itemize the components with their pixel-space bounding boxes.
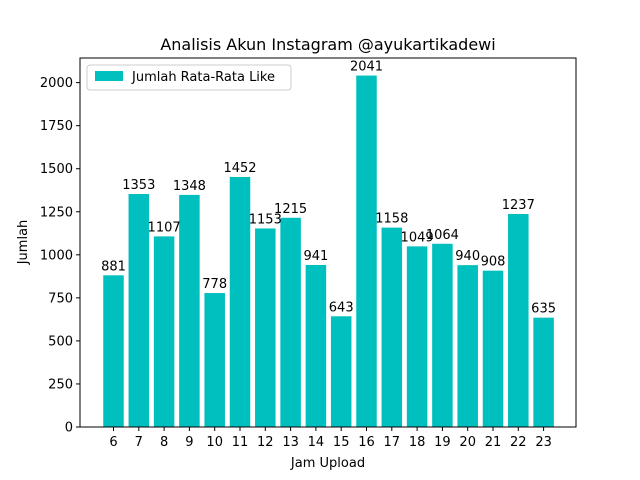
x-tick-label-6: 6 — [109, 435, 117, 450]
y-tick-label-1500: 1500 — [40, 162, 73, 177]
legend-frame — [86, 64, 292, 91]
chart-title: Analisis Akun Instagram @ayukartikadewi — [160, 35, 495, 54]
data-label-23: 635 — [531, 302, 556, 317]
bar-10 — [204, 293, 225, 427]
bar-13 — [280, 217, 301, 427]
data-label-6: 881 — [101, 259, 126, 274]
x-tick-label-7: 7 — [135, 435, 143, 450]
y-tick-label-750: 750 — [48, 291, 73, 306]
data-label-14: 941 — [303, 249, 328, 264]
y-axis-label: Jumlah — [16, 220, 31, 266]
data-label-13: 1215 — [274, 202, 307, 217]
data-label-12: 1153 — [249, 212, 282, 227]
bar-12 — [255, 228, 276, 427]
y-axis-ticks: 0 250 500 750 1000 1250 1500 1750 2000 — [40, 76, 80, 436]
y-tick-label-0: 0 — [65, 421, 73, 436]
x-tick-label-10: 10 — [206, 435, 223, 450]
x-tick-label-21: 21 — [485, 435, 502, 450]
data-label-17: 1158 — [375, 212, 408, 227]
bar-6 — [103, 275, 124, 427]
x-tick-label-11: 11 — [232, 435, 249, 450]
bar-16 — [356, 75, 377, 427]
x-tick-label-8: 8 — [160, 435, 168, 450]
bar-15 — [330, 316, 352, 427]
bar-20 — [457, 265, 478, 427]
data-label-7: 1353 — [122, 178, 155, 193]
y-tick-label-2000: 2000 — [40, 76, 73, 91]
legend-label: Jumlah Rata-Rata Like — [131, 70, 275, 85]
legend: Jumlah Rata-Rata Like — [86, 64, 292, 91]
data-label-22: 1237 — [502, 198, 535, 213]
bar-19 — [432, 243, 453, 427]
x-tick-label-12: 12 — [257, 435, 274, 450]
x-tick-label-9: 9 — [185, 435, 193, 450]
x-tick-label-13: 13 — [282, 435, 299, 450]
data-label-10: 778 — [202, 277, 227, 292]
x-axis-ticks: 6 7 8 9 10 11 12 13 14 15 16 17 18 19 20 21 22 23 — [109, 427, 552, 450]
data-label-8: 1107 — [148, 220, 181, 235]
bar-21 — [482, 270, 504, 427]
x-tick-label-15: 15 — [333, 435, 350, 450]
x-axis-label: Jam Upload — [290, 456, 365, 471]
x-tick-label-17: 17 — [384, 435, 401, 450]
y-tick-label-500: 500 — [48, 334, 73, 349]
legend-swatch — [95, 71, 123, 81]
x-tick-label-20: 20 — [459, 435, 476, 450]
x-tick-label-14: 14 — [308, 435, 325, 450]
bar-23 — [533, 317, 554, 427]
data-label-9: 1348 — [173, 179, 206, 194]
bar-9 — [179, 194, 200, 427]
x-tick-label-22: 22 — [510, 435, 527, 450]
data-label-21: 908 — [481, 255, 506, 270]
x-tick-label-19: 19 — [434, 435, 451, 450]
bar-11 — [229, 176, 251, 427]
x-tick-label-18: 18 — [409, 435, 426, 450]
bar-17 — [381, 227, 403, 427]
bar-8 — [153, 236, 175, 427]
data-label-15: 643 — [329, 300, 354, 315]
x-tick-label-23: 23 — [535, 435, 552, 450]
data-label-18: 1049 — [401, 230, 434, 245]
y-tick-label-1750: 1750 — [40, 119, 73, 134]
y-tick-label-1000: 1000 — [40, 248, 73, 263]
bar-14 — [305, 264, 327, 427]
plot-frame — [79, 57, 577, 428]
bars-group — [103, 75, 554, 427]
y-tick-label-1250: 1250 — [40, 205, 73, 220]
data-label-19: 1064 — [426, 228, 459, 243]
y-tick-label-250: 250 — [48, 377, 73, 392]
bar-18 — [406, 246, 428, 427]
bar-22 — [508, 214, 529, 427]
data-label-16: 2041 — [350, 60, 383, 75]
data-label-11: 1452 — [223, 161, 256, 176]
bar-7 — [128, 194, 150, 427]
x-tick-label-16: 16 — [358, 435, 375, 450]
data-label-20: 940 — [455, 249, 480, 264]
